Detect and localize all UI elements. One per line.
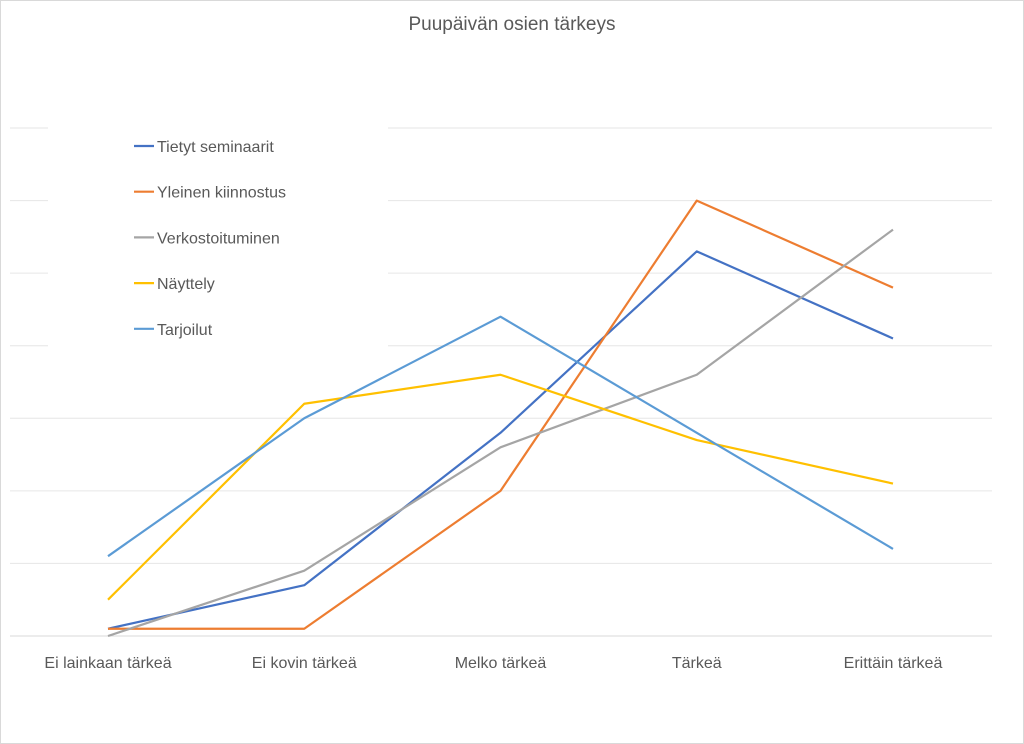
x-tick-label: Ei lainkaan tärkeä (44, 655, 171, 672)
legend-label: Yleinen kiinnostus (157, 185, 286, 202)
legend: Tietyt seminaarit Yleinen kiinnostus Verko… (48, 122, 388, 352)
series-line-2 (107, 228, 894, 638)
x-tick-label: Melko tärkeä (455, 655, 547, 672)
series-line-4 (107, 315, 894, 558)
x-tick-label: Erittäin tärkeä (844, 655, 943, 672)
x-tick-label: Ei kovin tärkeä (252, 655, 357, 672)
legend-label: Tietyt seminaarit (157, 139, 274, 156)
series-lines (107, 199, 894, 638)
series-line-3 (107, 373, 894, 601)
chart-title: Puupäivän osien tärkeys (408, 14, 615, 35)
series-line-0 (107, 250, 894, 630)
x-tick-label: Tärkeä (672, 655, 722, 672)
legend-label: Verkostoituminen (157, 230, 280, 247)
x-axis-labels: Ei lainkaan tärkeä Ei kovin tärkeä Melko t… (44, 655, 942, 672)
legend-label: Näyttely (157, 276, 215, 293)
legend-background (48, 122, 388, 352)
legend-label: Tarjoilut (157, 322, 213, 339)
series-line-1 (108, 199, 894, 630)
